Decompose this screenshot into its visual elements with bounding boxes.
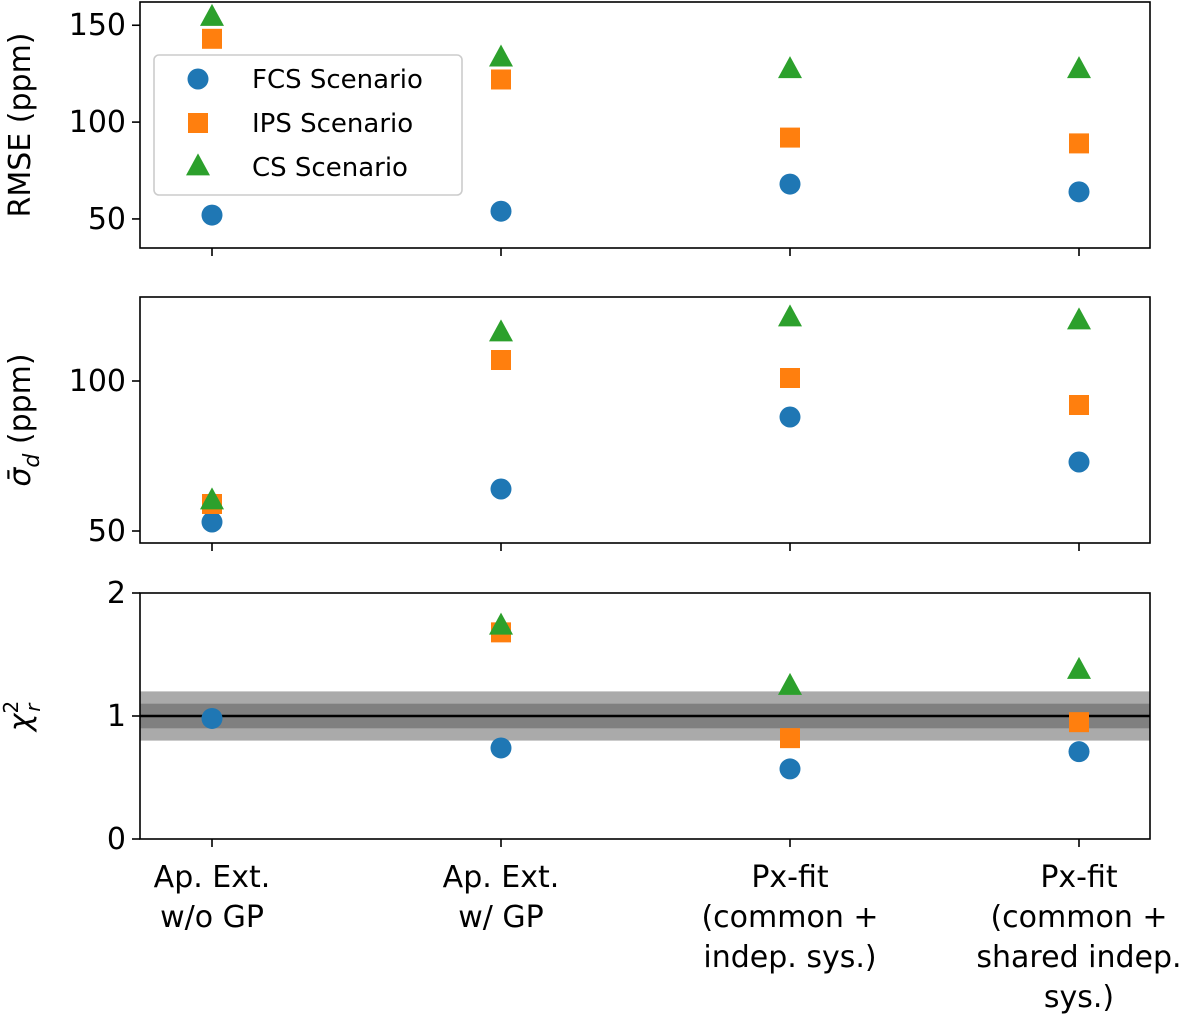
data-point-triangle <box>1067 656 1091 679</box>
x-category-label-line: Ap. Ext. <box>154 860 271 895</box>
data-point-square <box>1069 395 1089 415</box>
panel-0: 50 100 150 RMSE (ppm) <box>3 1 1151 256</box>
y-tick-label: 0 <box>107 822 126 857</box>
legend-label: CS Scenario <box>252 153 408 183</box>
data-point-square <box>780 127 800 148</box>
y-axis-label-symbol: χ <box>3 712 38 733</box>
x-category-label-line: w/ GP <box>458 900 544 935</box>
data-point-triangle <box>778 304 802 327</box>
x-category-label-line: Ap. Ext. <box>443 860 560 895</box>
data-point-circle <box>1068 741 1090 763</box>
x-category-label-line: Px-fit <box>751 860 829 895</box>
axes-frame <box>139 296 1151 544</box>
data-point-triangle <box>489 319 513 342</box>
data-point-triangle <box>1067 307 1091 330</box>
y-axis-label: σ̄d (ppm) <box>3 353 45 486</box>
legend-frame <box>153 54 463 196</box>
data-point-square <box>1069 712 1089 733</box>
data-point-triangle <box>200 3 224 26</box>
y-tick-label: 50 <box>88 202 126 237</box>
data-point-triangle <box>778 56 802 79</box>
data-point-triangle <box>489 44 513 67</box>
y-axis-label-symbol: σ̄ <box>3 467 38 487</box>
data-point-circle <box>201 511 223 533</box>
x-category-label: Ap. Ext. w/ GP <box>443 860 560 935</box>
legend-marker-circle <box>187 68 209 90</box>
data-point-triangle <box>1067 56 1091 79</box>
y-tick-label: 100 <box>69 364 126 399</box>
data-point-triangle <box>200 487 224 510</box>
data-point-triangle <box>489 612 513 635</box>
y-axis-label-unit: (ppm) <box>3 353 38 453</box>
data-point-square <box>780 368 800 388</box>
x-category-label-line: sys.) <box>1044 980 1114 1015</box>
y-axis-label-subscript: r <box>21 702 45 712</box>
data-point-square <box>202 28 222 49</box>
y-tick-label: 100 <box>69 105 126 140</box>
data-point-circle <box>490 200 512 222</box>
x-category-label-line: indep. sys.) <box>703 940 876 975</box>
x-category-label-line: (common + <box>701 900 878 935</box>
legend: FCS Scenario IPS Scenario CS Scenario <box>153 54 463 196</box>
data-point-circle <box>201 204 223 226</box>
y-tick-label: 2 <box>107 576 126 611</box>
panel-1: 50 100 σ̄d (ppm) <box>3 296 1151 551</box>
x-category-label-line: Px-fit <box>1040 860 1118 895</box>
data-point-circle <box>779 758 801 780</box>
y-tick-label: 150 <box>69 8 126 43</box>
data-point-circle <box>1068 451 1090 473</box>
data-point-circle <box>490 737 512 759</box>
data-point-circle <box>201 707 223 729</box>
x-category-label: Px-fit (common + indep. sys.) <box>701 860 878 975</box>
data-point-circle <box>779 173 801 195</box>
data-point-triangle <box>778 672 802 695</box>
x-category-label-line: w/o GP <box>160 900 264 935</box>
y-tick-label: 1 <box>107 699 126 734</box>
x-category-label: Ap. Ext. w/o GP <box>154 860 271 935</box>
axes-frame <box>139 1 1151 249</box>
data-point-square <box>491 69 511 90</box>
data-point-circle <box>490 478 512 500</box>
x-category-label-line: shared indep. <box>976 940 1181 975</box>
x-category-label: Px-fit (common + shared indep. sys.) <box>976 860 1181 1015</box>
data-point-circle <box>779 406 801 428</box>
legend-label: FCS Scenario <box>252 65 423 95</box>
y-axis-label: χ2r <box>0 701 45 734</box>
data-point-square <box>1069 133 1089 154</box>
legend-label: IPS Scenario <box>252 109 413 139</box>
data-point-circle <box>1068 181 1090 203</box>
y-axis-label-superscript: 2 <box>0 701 23 714</box>
x-category-label-line: (common + <box>990 900 1167 935</box>
y-tick-label: 50 <box>88 514 126 549</box>
y-axis-label: RMSE (ppm) <box>3 33 38 218</box>
y-axis-label-subscript: d <box>20 453 45 468</box>
legend-marker-triangle <box>186 153 210 176</box>
legend-marker-square <box>188 113 208 133</box>
data-point-square <box>780 728 800 749</box>
data-point-square <box>491 350 511 370</box>
